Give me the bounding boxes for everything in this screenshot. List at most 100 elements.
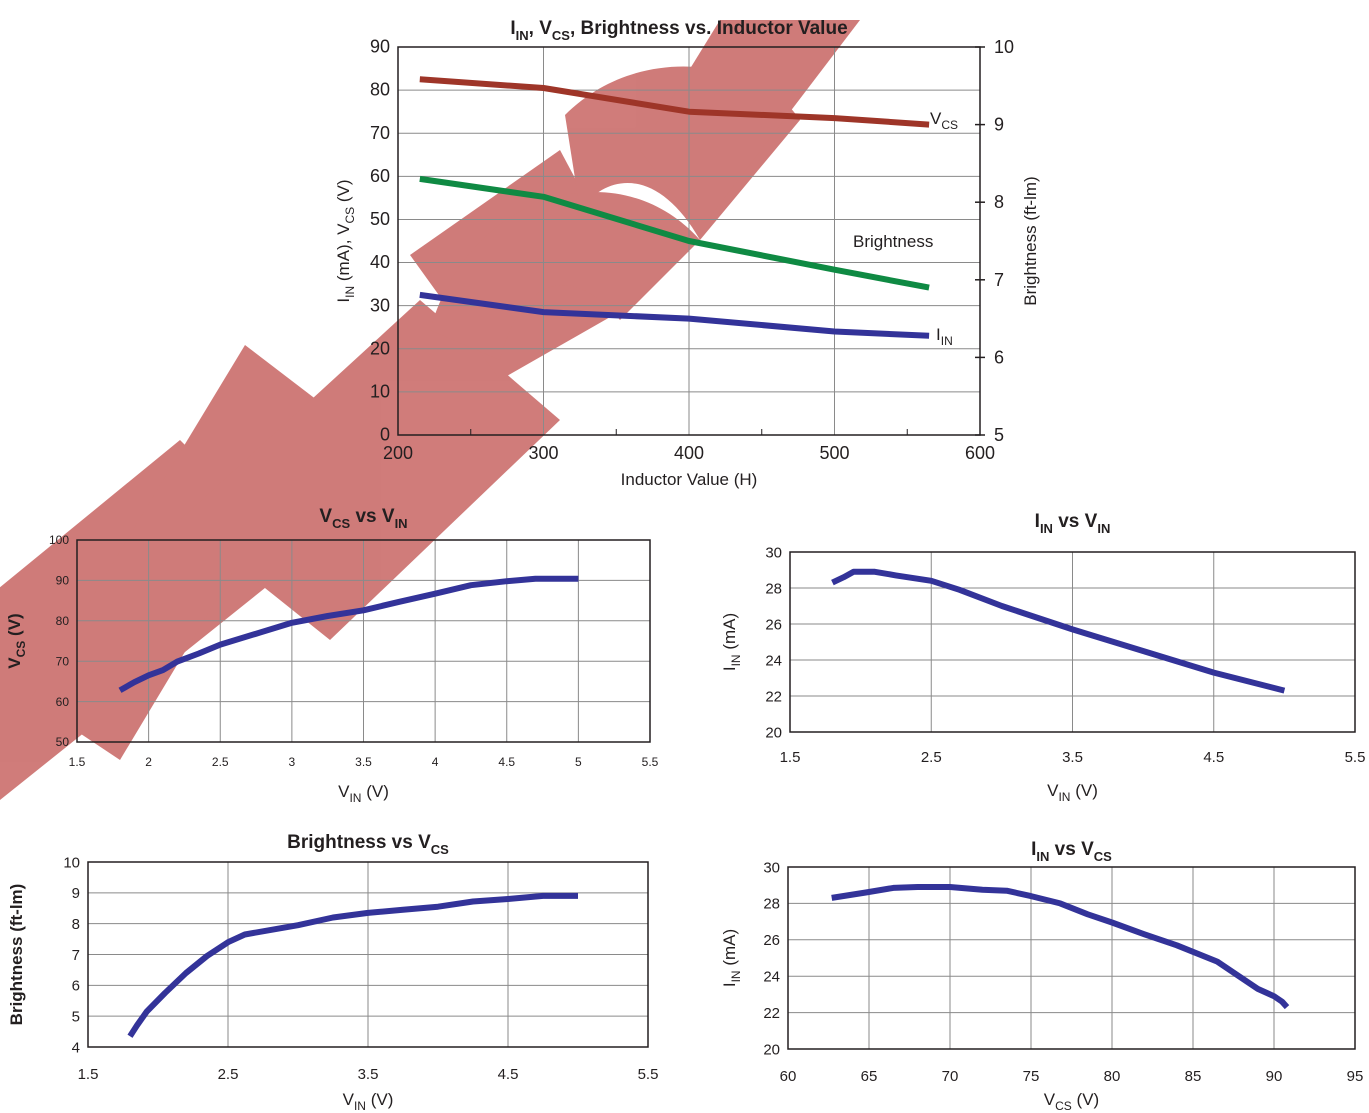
plot-frame	[787, 866, 1356, 1050]
series-line-0	[127, 892, 578, 1038]
y2-tick-label: 9	[994, 115, 1004, 135]
chart-iin-vin	[789, 551, 1356, 733]
series-line-vcs	[419, 76, 930, 128]
y-axis-label: VCS​ (V)	[5, 613, 28, 668]
x-tick-label: 1.5	[780, 749, 801, 766]
plot-frame	[397, 46, 981, 436]
x-tick-label: 80	[1104, 1068, 1121, 1085]
y-tick-label: 20	[370, 338, 390, 358]
series-line-iin	[419, 291, 930, 339]
y-tick-label: 30	[763, 859, 780, 876]
x-tick-label: 3	[289, 755, 296, 769]
x-tick-label: 400	[674, 443, 704, 463]
y2-tick-label: 10	[994, 37, 1014, 57]
y-tick-label: 4	[72, 1039, 80, 1056]
y-tick-label: 100	[49, 533, 69, 547]
x-tick-label: 95	[1347, 1068, 1364, 1085]
y-tick-label: 30	[765, 544, 782, 561]
series-label-brightness: Brightness	[853, 232, 933, 251]
x-axis-label: VIN​ (V)	[343, 1090, 394, 1113]
y-tick-label: 6	[72, 978, 80, 995]
y-tick-label: 9	[72, 885, 80, 902]
x-tick-label: 70	[942, 1068, 959, 1085]
y-tick-label: 60	[370, 166, 390, 186]
y-tick-label: 26	[763, 932, 780, 949]
y2-tick-label: 7	[994, 270, 1004, 290]
chart-brightness-vcs	[87, 861, 649, 1048]
watermark-shape	[430, 191, 700, 360]
x-tick-label: 4.5	[1203, 749, 1224, 766]
y-tick-label: 28	[765, 580, 782, 597]
x-tick-label: 1.5	[69, 755, 86, 769]
series-line-0	[831, 884, 1290, 1010]
x-tick-label: 3.5	[358, 1066, 379, 1083]
x-tick-label: 3.5	[1062, 749, 1083, 766]
y-axis-label: IIN​ (mA)	[720, 613, 743, 671]
y-tick-label: 26	[765, 616, 782, 633]
y-tick-label: 60	[56, 695, 70, 709]
chart-title: IIN​, VCS​, Brightness vs. Inductor Valu…	[510, 18, 847, 43]
watermark-shape	[30, 345, 330, 760]
y-axis-label: IIN​ (mA)	[720, 929, 743, 987]
x-tick-label: 2.5	[218, 1066, 239, 1083]
y-tick-label: 28	[763, 896, 780, 913]
y2-tick-label: 6	[994, 347, 1004, 367]
y-tick-label: 22	[765, 688, 782, 705]
x-tick-label: 3.5	[355, 755, 372, 769]
y2-axis-label: Brightness (ft-lm)	[1021, 176, 1040, 305]
x-tick-label: 75	[1023, 1068, 1040, 1085]
series-line-0	[118, 575, 579, 693]
x-axis-label: VIN​ (V)	[338, 782, 389, 805]
y-tick-label: 90	[370, 37, 390, 57]
plot-frame	[87, 861, 649, 1048]
x-tick-label: 5	[575, 755, 582, 769]
series-line-0	[831, 568, 1286, 694]
y-tick-label: 5	[72, 1008, 80, 1025]
x-tick-label: 300	[528, 443, 558, 463]
x-tick-label: 5.5	[642, 755, 659, 769]
plot-frame	[789, 551, 1356, 733]
y-tick-label: 30	[370, 295, 390, 315]
x-tick-label: 65	[861, 1068, 878, 1085]
y-tick-label: 20	[763, 1041, 780, 1058]
y-tick-label: 10	[63, 854, 80, 871]
series-label-iin: IIN​	[936, 325, 953, 348]
plot-frame	[76, 539, 651, 743]
y-tick-label: 70	[370, 123, 390, 143]
x-tick-label: 500	[819, 443, 849, 463]
y-tick-label: 80	[370, 80, 390, 100]
y-tick-label: 70	[56, 654, 70, 668]
x-tick-label: 600	[965, 443, 995, 463]
x-axis-label: Inductor Value (H)	[621, 470, 758, 489]
chart-title: Brightness vs VCS​	[287, 832, 449, 857]
y2-tick-label: 5	[994, 425, 1004, 445]
y-tick-label: 0	[380, 425, 390, 445]
x-tick-label: 2	[145, 755, 152, 769]
y-tick-label: 80	[56, 614, 70, 628]
chart-iin-vcs	[787, 866, 1356, 1050]
chart-title: IIN​ vs VIN​	[1035, 511, 1111, 536]
y-tick-label: 24	[765, 652, 782, 669]
x-tick-label: 5.5	[638, 1066, 659, 1083]
chart-main	[397, 46, 985, 436]
x-tick-label: 1.5	[78, 1066, 99, 1083]
y-tick-label: 24	[763, 968, 780, 985]
series-label-vcs: VCS​	[930, 109, 958, 132]
y-tick-label: 50	[56, 735, 70, 749]
x-tick-label: 90	[1266, 1068, 1283, 1085]
y-tick-label: 90	[56, 574, 70, 588]
y-tick-label: 40	[370, 252, 390, 272]
x-tick-label: 4.5	[498, 755, 515, 769]
watermark-logo	[0, 20, 860, 800]
x-tick-label: 4.5	[498, 1066, 519, 1083]
y-axis-label: IIN​ (mA), VCS​ (V)	[334, 179, 357, 302]
chart-title: VCS​ vs VIN​	[319, 506, 407, 531]
y-tick-label: 20	[765, 724, 782, 741]
x-tick-label: 60	[780, 1068, 797, 1085]
x-tick-label: 2.5	[212, 755, 229, 769]
x-tick-label: 5.5	[1345, 749, 1366, 766]
y-tick-label: 10	[370, 381, 390, 401]
x-axis-label: VCS​ (V)	[1044, 1090, 1099, 1113]
y2-tick-label: 8	[994, 192, 1004, 212]
